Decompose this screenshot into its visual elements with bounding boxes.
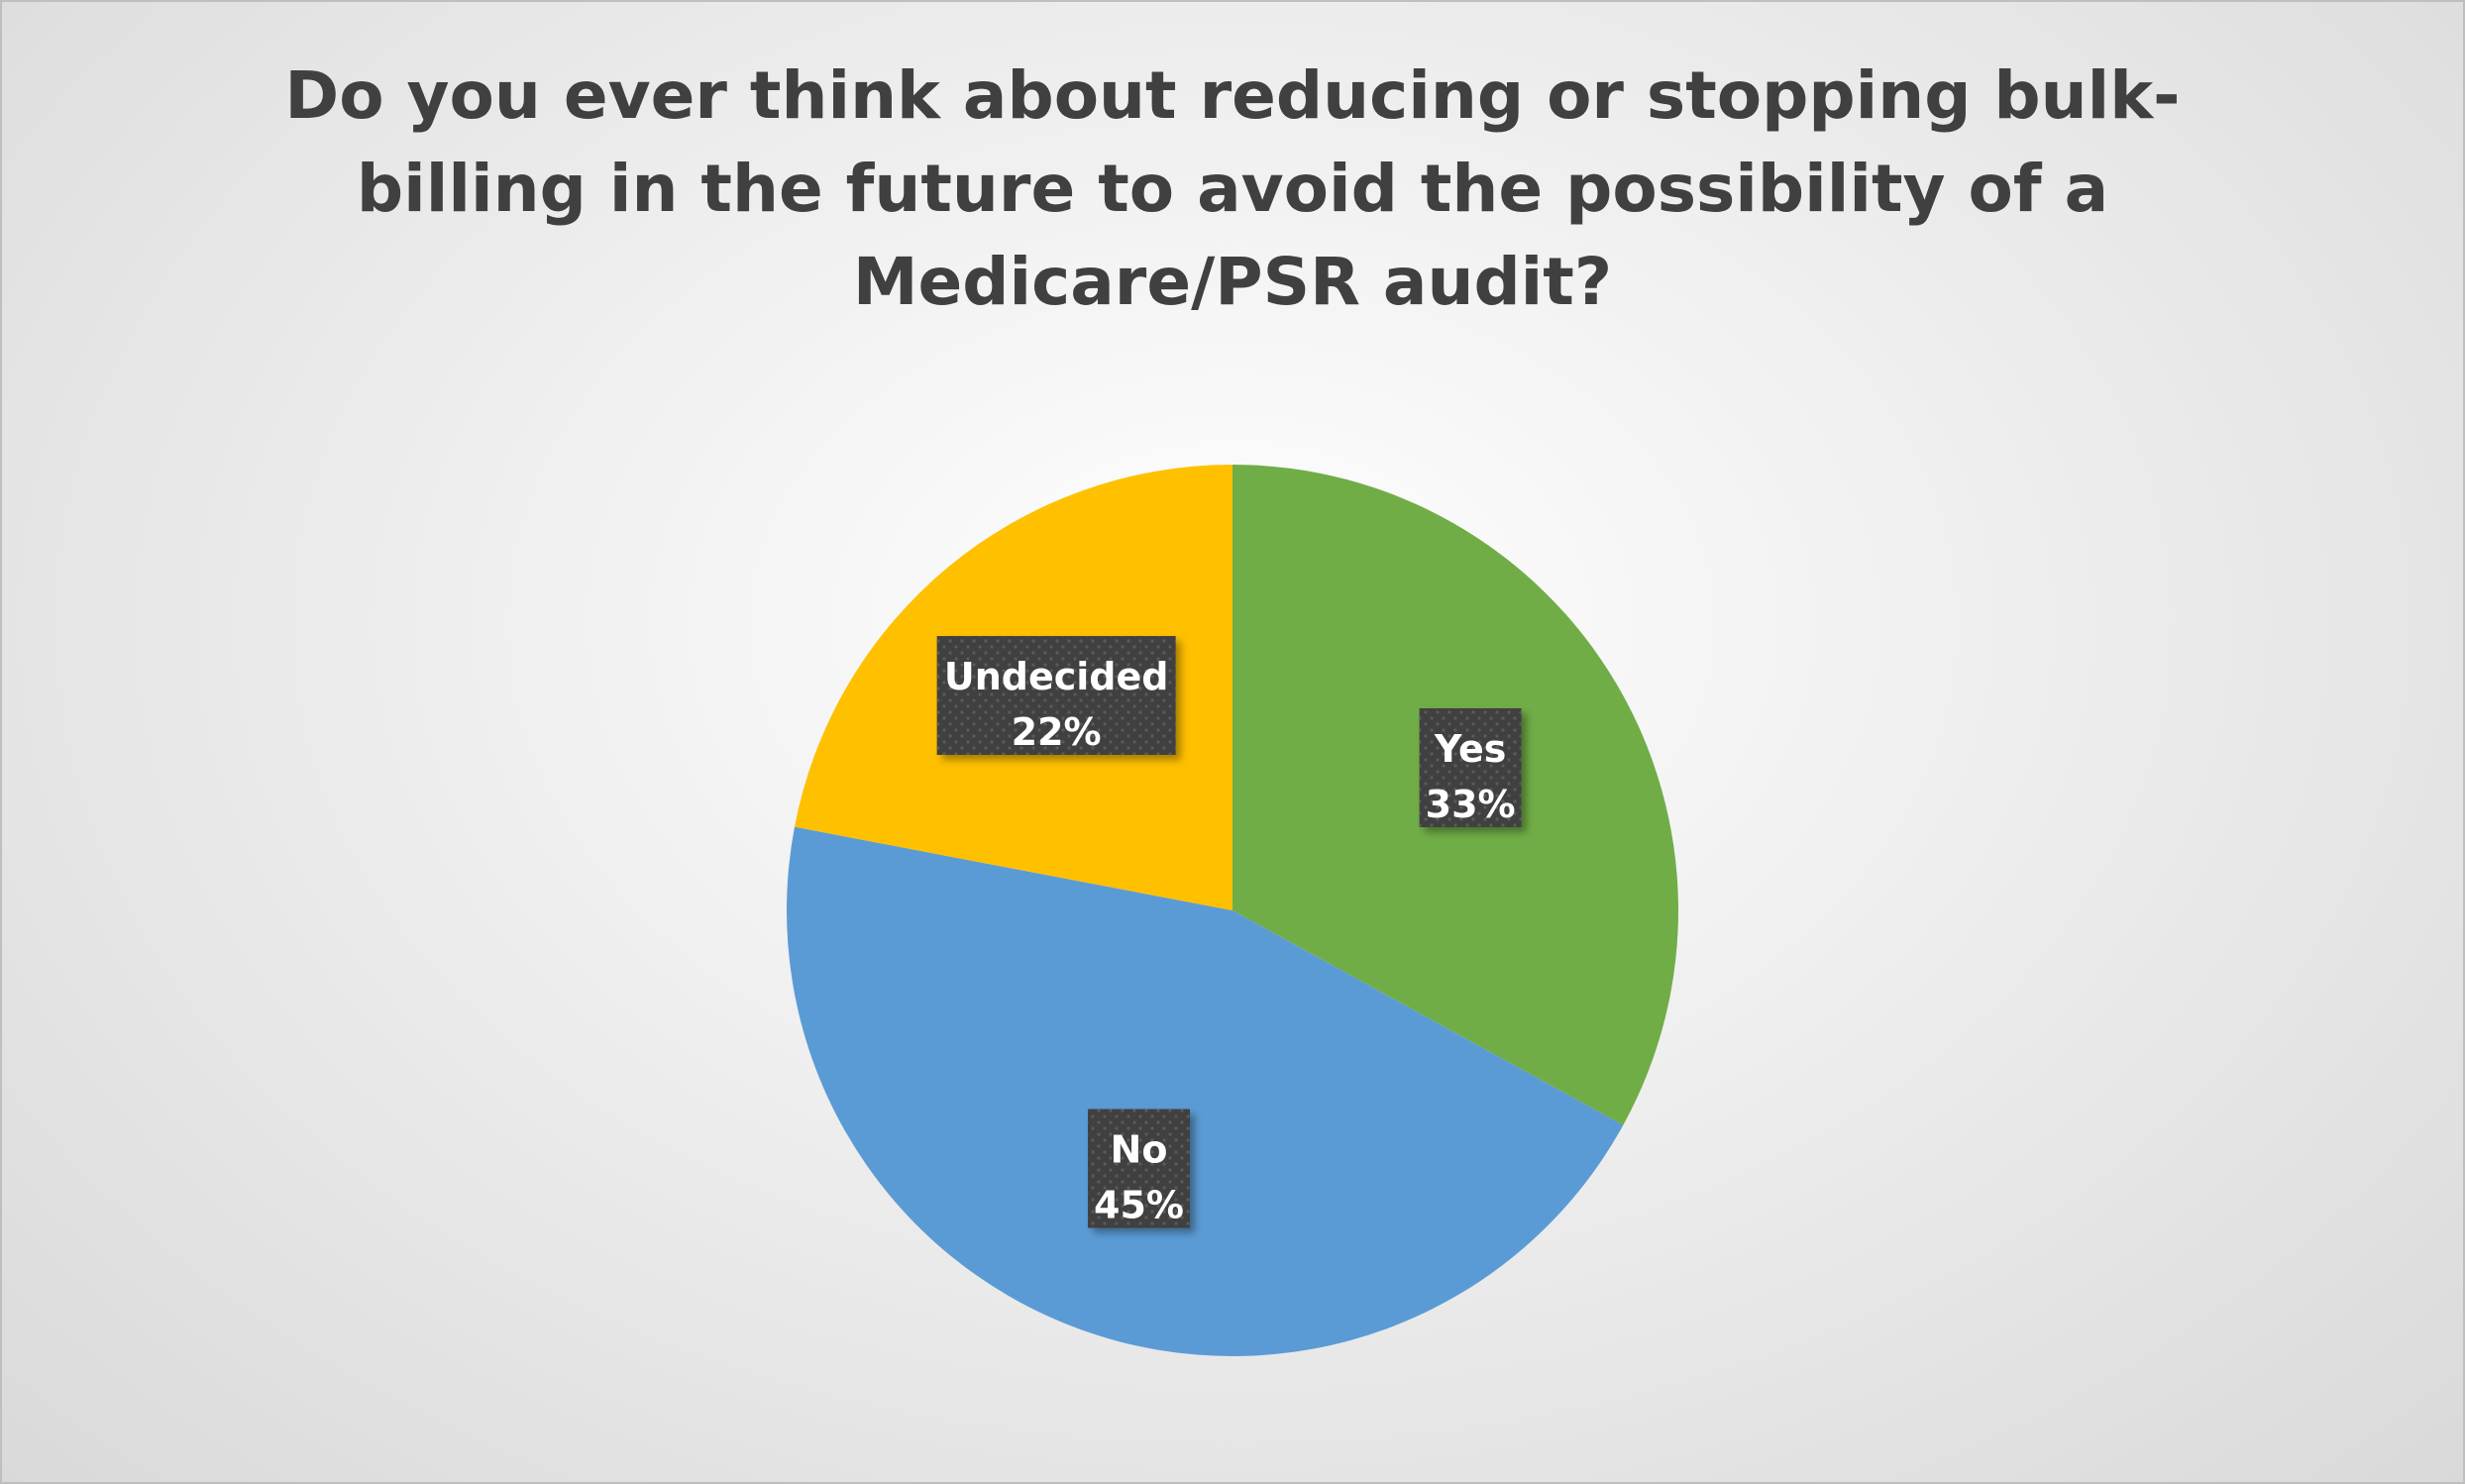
data-label-category: Yes xyxy=(1434,727,1506,771)
data-label-category: No xyxy=(1111,1128,1168,1172)
data-label-value: 45% xyxy=(1094,1184,1184,1227)
data-label-undecided: Undecided 22% xyxy=(936,636,1176,756)
data-label-yes: Yes 33% xyxy=(1419,707,1522,827)
pie-data-labels: Yes 33% No 45% Undecided 22% xyxy=(936,636,1522,1228)
pie-slice-no xyxy=(787,826,1624,1356)
data-label-value: 33% xyxy=(1426,783,1516,826)
chart-title: Do you ever think about reducing or stop… xyxy=(284,57,2181,320)
data-label-no: No 45% xyxy=(1087,1109,1190,1228)
pie-slices xyxy=(787,465,1679,1356)
data-label-value: 22% xyxy=(1012,710,1102,754)
data-label-category: Undecided xyxy=(944,655,1169,698)
